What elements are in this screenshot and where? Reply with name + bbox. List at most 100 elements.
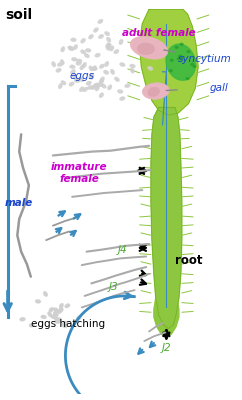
Ellipse shape <box>120 62 125 67</box>
Ellipse shape <box>76 61 82 65</box>
Polygon shape <box>154 298 179 336</box>
Ellipse shape <box>71 38 76 42</box>
Ellipse shape <box>51 314 56 318</box>
Ellipse shape <box>119 39 123 45</box>
Text: eggs: eggs <box>69 70 94 80</box>
Ellipse shape <box>53 308 59 312</box>
Ellipse shape <box>65 304 70 308</box>
Ellipse shape <box>186 78 189 80</box>
Ellipse shape <box>148 87 159 96</box>
Ellipse shape <box>91 86 96 90</box>
Ellipse shape <box>130 64 135 68</box>
Ellipse shape <box>69 65 75 69</box>
Ellipse shape <box>52 62 56 67</box>
Ellipse shape <box>68 46 73 50</box>
Ellipse shape <box>89 34 93 39</box>
Text: gall: gall <box>210 83 228 93</box>
Ellipse shape <box>79 77 84 82</box>
Ellipse shape <box>98 19 103 24</box>
Ellipse shape <box>166 44 196 80</box>
Ellipse shape <box>180 43 183 45</box>
Ellipse shape <box>98 34 104 39</box>
Ellipse shape <box>20 317 25 321</box>
Ellipse shape <box>56 318 61 322</box>
Ellipse shape <box>74 79 80 83</box>
Ellipse shape <box>61 80 66 85</box>
Text: eggs hatching: eggs hatching <box>31 319 105 329</box>
Ellipse shape <box>99 64 105 68</box>
Text: J4: J4 <box>117 245 127 255</box>
Ellipse shape <box>86 81 91 85</box>
Ellipse shape <box>53 310 58 316</box>
Ellipse shape <box>106 37 111 42</box>
Ellipse shape <box>130 36 168 59</box>
Ellipse shape <box>72 75 77 80</box>
Ellipse shape <box>62 323 67 328</box>
Ellipse shape <box>89 74 93 80</box>
Ellipse shape <box>95 53 100 57</box>
Ellipse shape <box>81 38 85 43</box>
Ellipse shape <box>187 51 190 52</box>
Ellipse shape <box>54 320 60 324</box>
Ellipse shape <box>56 68 61 72</box>
Ellipse shape <box>35 300 41 303</box>
Ellipse shape <box>107 43 111 48</box>
Ellipse shape <box>93 28 98 32</box>
Ellipse shape <box>53 312 59 316</box>
Ellipse shape <box>93 84 99 88</box>
Ellipse shape <box>104 70 109 74</box>
Ellipse shape <box>68 47 74 51</box>
Text: J3: J3 <box>109 282 118 292</box>
Polygon shape <box>139 9 198 115</box>
Ellipse shape <box>76 59 82 63</box>
Ellipse shape <box>106 45 110 50</box>
Ellipse shape <box>99 93 104 98</box>
Ellipse shape <box>89 66 93 71</box>
Ellipse shape <box>58 83 62 89</box>
Text: immature
female: immature female <box>51 162 107 184</box>
Ellipse shape <box>87 85 93 90</box>
Ellipse shape <box>142 83 169 99</box>
Ellipse shape <box>49 307 54 312</box>
Ellipse shape <box>84 54 90 58</box>
Ellipse shape <box>170 59 173 61</box>
Text: male: male <box>5 198 33 208</box>
Ellipse shape <box>79 87 84 92</box>
Ellipse shape <box>48 312 52 317</box>
Ellipse shape <box>60 59 64 65</box>
Polygon shape <box>151 107 182 329</box>
Ellipse shape <box>61 46 65 52</box>
Ellipse shape <box>80 65 84 70</box>
Ellipse shape <box>100 77 105 82</box>
Ellipse shape <box>175 46 178 48</box>
Ellipse shape <box>80 50 86 54</box>
Text: adult female: adult female <box>122 28 196 38</box>
Ellipse shape <box>130 68 134 73</box>
Ellipse shape <box>193 66 196 67</box>
Ellipse shape <box>83 62 87 68</box>
Ellipse shape <box>71 57 77 61</box>
Ellipse shape <box>169 70 172 72</box>
Ellipse shape <box>120 96 125 100</box>
Ellipse shape <box>43 291 48 297</box>
Ellipse shape <box>114 77 120 82</box>
Ellipse shape <box>59 307 63 312</box>
Ellipse shape <box>110 69 115 74</box>
Ellipse shape <box>41 315 46 319</box>
Ellipse shape <box>99 79 104 84</box>
Text: soil: soil <box>5 8 32 22</box>
Ellipse shape <box>92 67 98 70</box>
Ellipse shape <box>148 66 153 70</box>
Ellipse shape <box>137 43 155 55</box>
Ellipse shape <box>70 69 76 74</box>
Ellipse shape <box>191 64 194 66</box>
Text: J2: J2 <box>162 343 171 353</box>
Ellipse shape <box>76 316 81 321</box>
Ellipse shape <box>85 48 91 52</box>
Ellipse shape <box>29 323 35 327</box>
Ellipse shape <box>106 43 111 47</box>
Ellipse shape <box>83 87 88 92</box>
Ellipse shape <box>107 85 112 90</box>
Ellipse shape <box>177 58 180 60</box>
Text: syncytium: syncytium <box>178 54 232 64</box>
